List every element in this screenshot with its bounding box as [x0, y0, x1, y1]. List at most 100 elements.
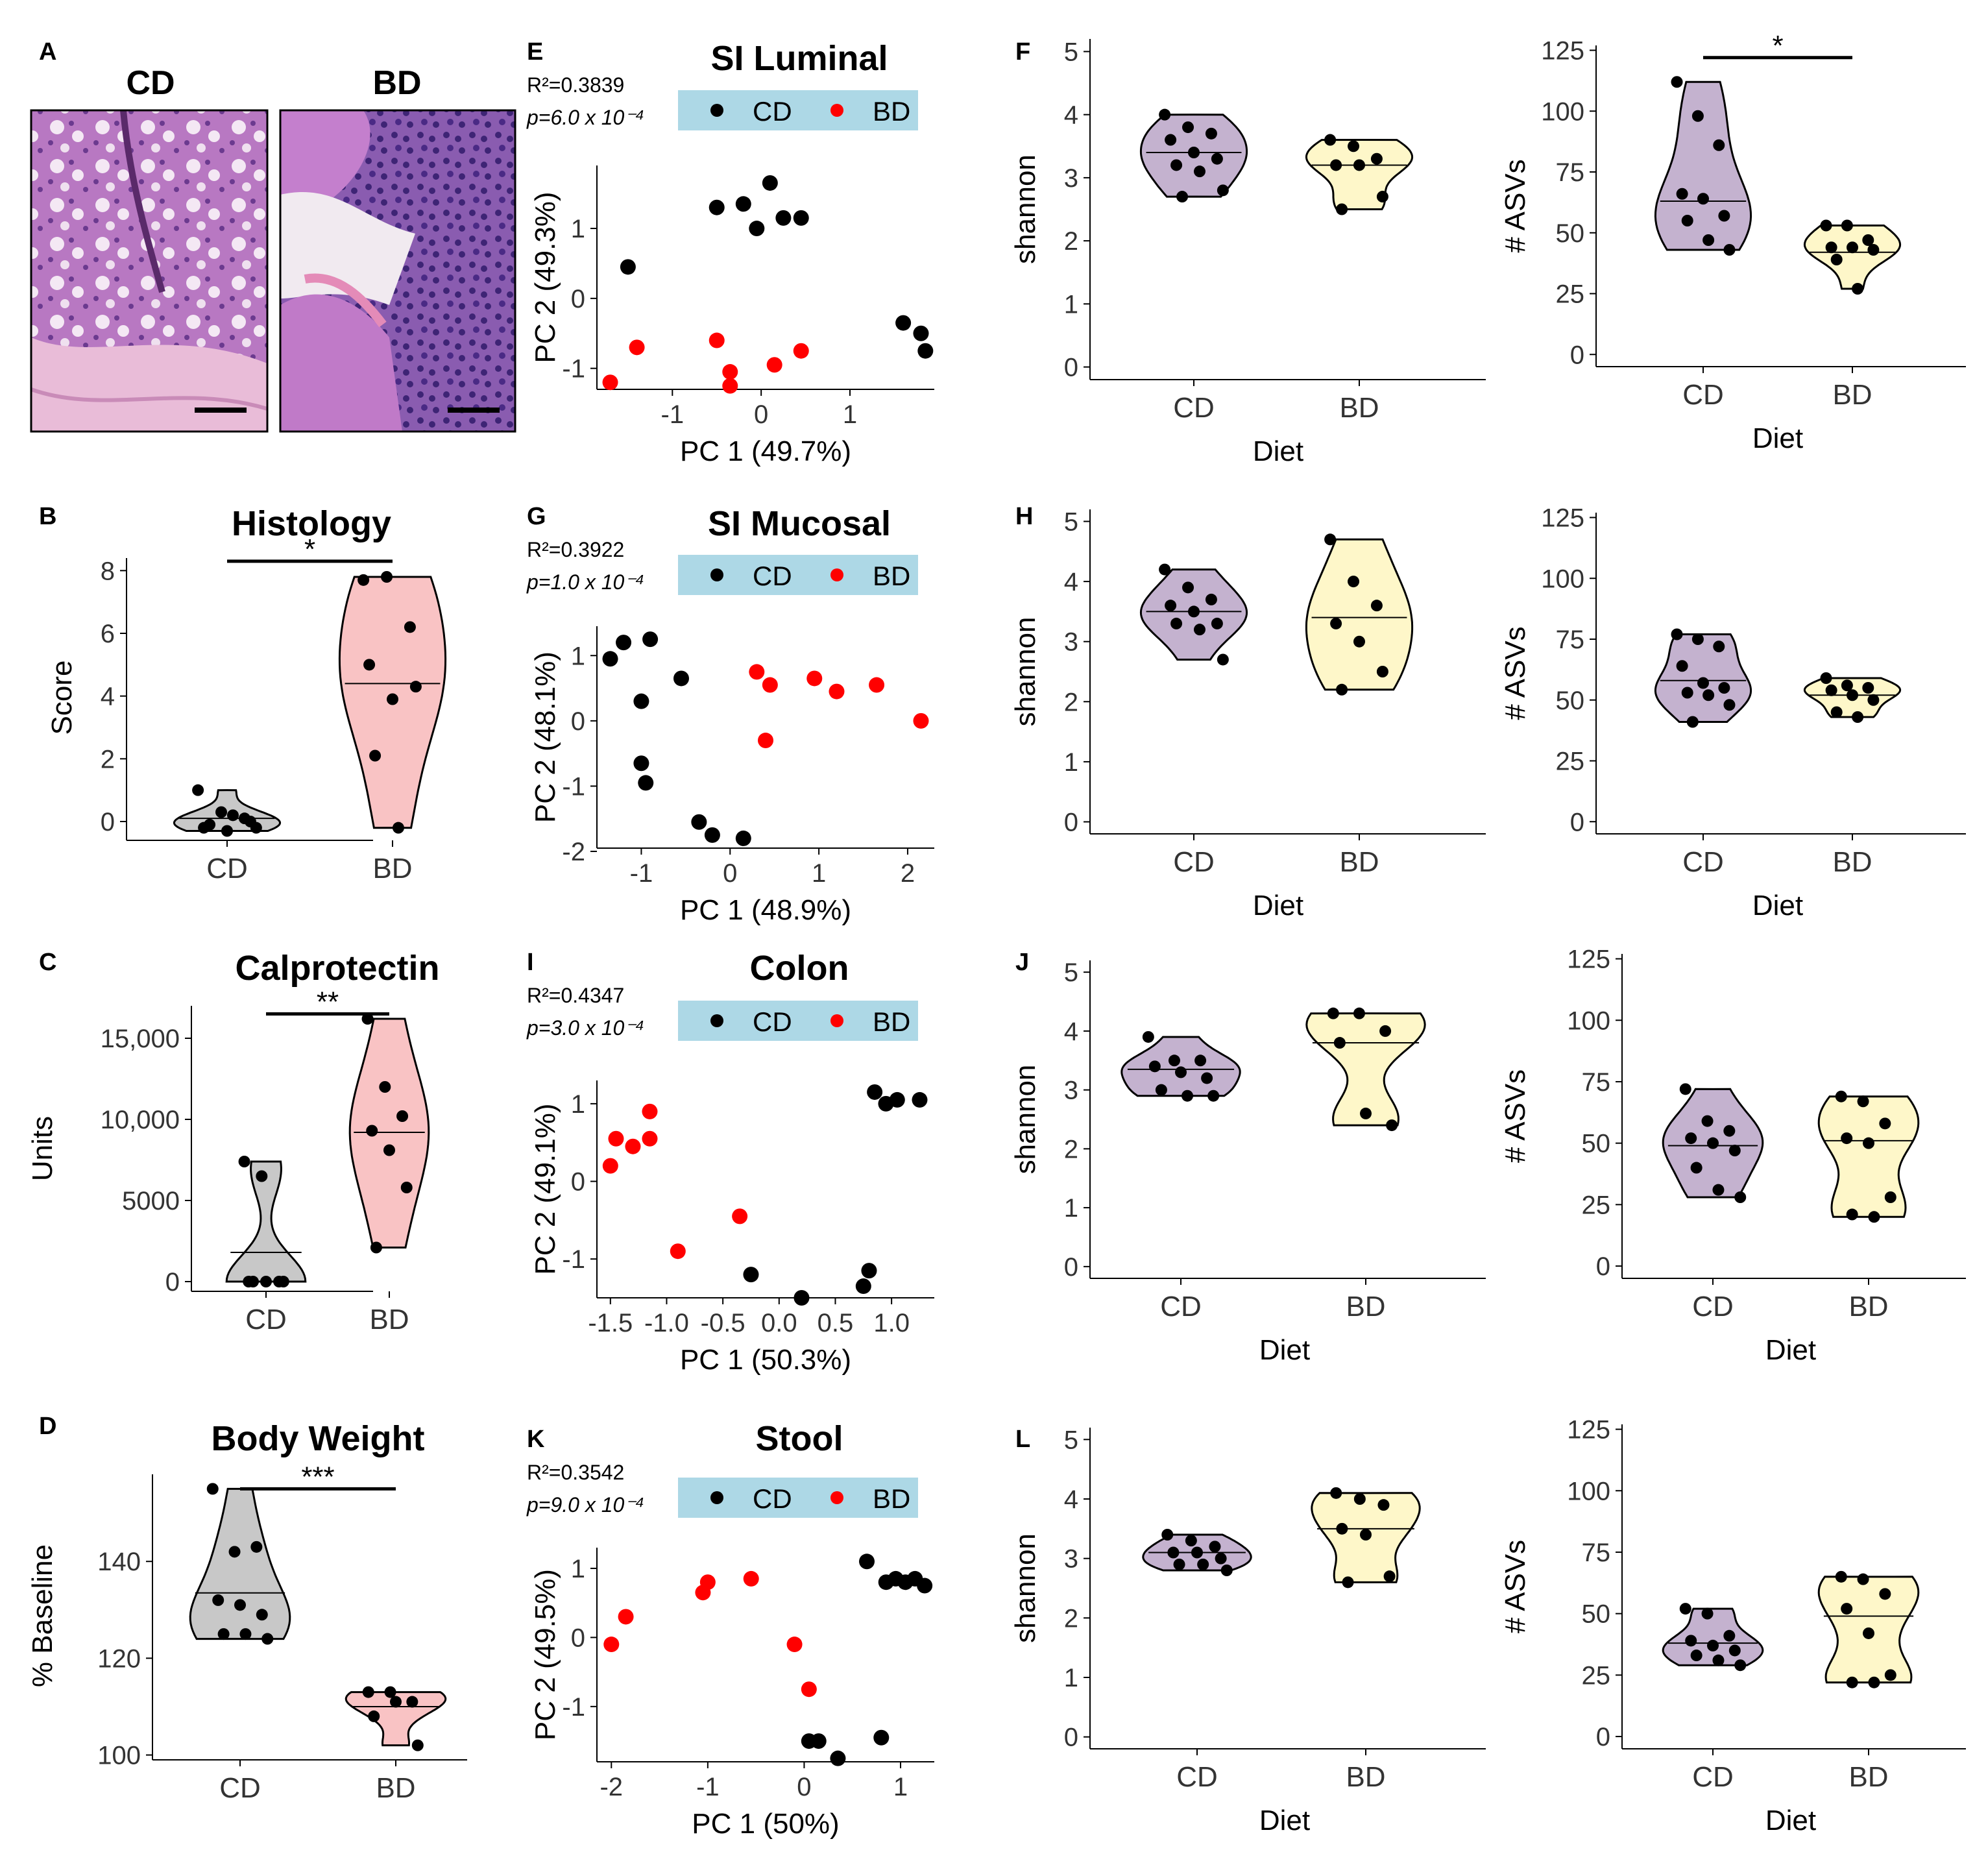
data-point — [1690, 1650, 1702, 1662]
y-tick-label: 100 — [1567, 1477, 1610, 1505]
violin-cd — [225, 1160, 307, 1283]
y-tick-label: -2 — [562, 838, 585, 866]
x-tick-label: -1 — [661, 400, 685, 429]
violin-cd — [1662, 1607, 1764, 1666]
data-point — [361, 1013, 374, 1025]
panel-letter-a: A — [39, 38, 56, 66]
data-point-cd — [867, 1084, 883, 1100]
legend-marker-cd — [710, 568, 723, 581]
significance-label: * — [304, 533, 315, 565]
x-tick-label: CD — [1173, 392, 1215, 424]
violin-bd — [1305, 538, 1414, 691]
violin-chart-asvs-10: 0 25 50 75 100 125 # ASVs CD BD Diet — [1499, 504, 1966, 921]
y-tick-label: 0 — [571, 1624, 585, 1652]
data-point-cd — [859, 1553, 875, 1570]
data-point — [247, 1276, 259, 1287]
data-point — [1718, 682, 1730, 694]
x-axis-label: Diet — [1765, 1334, 1816, 1366]
y-tick-label: 1 — [1064, 1664, 1078, 1692]
data-point — [1205, 593, 1217, 605]
data-point — [250, 1541, 263, 1553]
x-tick-label: CD — [1682, 846, 1724, 878]
data-point — [1884, 1669, 1896, 1681]
data-point — [1847, 689, 1858, 701]
data-point — [1182, 121, 1194, 134]
data-point — [239, 1628, 252, 1640]
x-tick-label: BD — [1848, 1761, 1888, 1793]
x-tick-label: 1 — [843, 400, 857, 429]
data-point — [1193, 165, 1206, 178]
x-axis-label: Diet — [1253, 435, 1303, 467]
data-point — [357, 574, 370, 586]
data-point-cd — [673, 670, 689, 687]
panel-letter: L — [1015, 1426, 1030, 1453]
y-tick-label: 2 — [1064, 227, 1078, 256]
x-tick-label: BD — [1832, 846, 1872, 878]
y-tick-label: 120 — [97, 1644, 141, 1673]
x-tick-label: 1.0 — [873, 1309, 910, 1337]
data-point — [396, 1110, 409, 1122]
y-tick-label: 15,000 — [101, 1025, 180, 1053]
violin-chart-asvs-14: 0 25 50 75 100 125 # ASVs CD BD Diet — [1499, 1416, 1966, 1836]
y-tick-label: 5 — [1064, 508, 1078, 537]
y-tick-label: 125 — [1567, 1416, 1610, 1444]
data-point — [1159, 108, 1171, 121]
y-axis-label: shannon — [1010, 1533, 1041, 1643]
data-point — [1193, 624, 1206, 636]
y-tick-label: 10,000 — [101, 1106, 180, 1134]
data-point — [1191, 1546, 1203, 1559]
data-point — [1168, 1054, 1180, 1067]
data-point-cd — [913, 325, 929, 341]
data-point-cd — [917, 343, 934, 359]
data-point — [256, 1170, 268, 1182]
x-tick-label: CD — [219, 1772, 261, 1804]
x-tick-label: BD — [1832, 379, 1872, 411]
data-point-bd — [786, 1637, 803, 1653]
data-point-bd — [743, 1570, 759, 1587]
legend-label-cd: CD — [753, 96, 792, 127]
data-point — [1723, 1629, 1736, 1642]
y-tick-label: 1 — [1064, 748, 1078, 777]
data-point — [1862, 234, 1874, 246]
y-axis-label: # ASVs — [1499, 1540, 1531, 1633]
data-point — [1685, 1132, 1697, 1145]
x-tick-label: BD — [372, 853, 412, 884]
violin-chart-F: F 0 1 2 3 4 5 shannon CD BD Diet — [1010, 38, 1486, 467]
data-point — [1360, 1529, 1372, 1541]
data-point — [221, 825, 233, 837]
y-tick-label: 3 — [1064, 628, 1078, 657]
y-tick-label: 0 — [1064, 1253, 1078, 1282]
data-point — [363, 659, 376, 671]
pca-chart-E: E SI Luminal R²=0.3839 p=6.0 x 10⁻⁴ CD BD -1 0 1… — [526, 38, 934, 467]
data-point — [256, 1609, 268, 1621]
legend-marker-cd — [710, 1491, 723, 1504]
data-point-bd — [732, 1208, 748, 1224]
data-point — [390, 1696, 402, 1708]
y-tick-label: 75 — [1556, 158, 1585, 187]
chart-title: Body Weight — [212, 1419, 425, 1458]
data-point — [1728, 1644, 1741, 1657]
panel-a-label-cd: CD — [126, 64, 175, 102]
violin-bd — [1803, 225, 1902, 290]
data-point-cd — [638, 775, 654, 791]
data-point — [409, 681, 422, 693]
data-point-bd — [602, 1158, 618, 1174]
data-point-bd — [625, 1138, 641, 1154]
x-tick-label: 0 — [797, 1773, 811, 1801]
data-point-cd — [762, 175, 778, 191]
violin-bd — [1817, 1095, 1920, 1218]
data-point — [366, 1125, 378, 1137]
legend-marker-bd — [830, 1491, 843, 1504]
violin-cd — [1121, 1036, 1241, 1097]
y-axis-label: PC 2 (48.1%) — [529, 652, 561, 823]
data-point-cd — [602, 651, 618, 667]
data-point — [1825, 684, 1837, 696]
data-point-bd — [699, 1574, 716, 1590]
y-tick-label: 8 — [101, 557, 115, 585]
data-point-bd — [762, 677, 778, 693]
y-tick-label: 6 — [101, 620, 115, 648]
data-point — [1867, 244, 1880, 256]
data-point — [1728, 1145, 1741, 1157]
data-point — [1707, 1137, 1719, 1149]
x-tick-label: 0.0 — [761, 1309, 797, 1337]
